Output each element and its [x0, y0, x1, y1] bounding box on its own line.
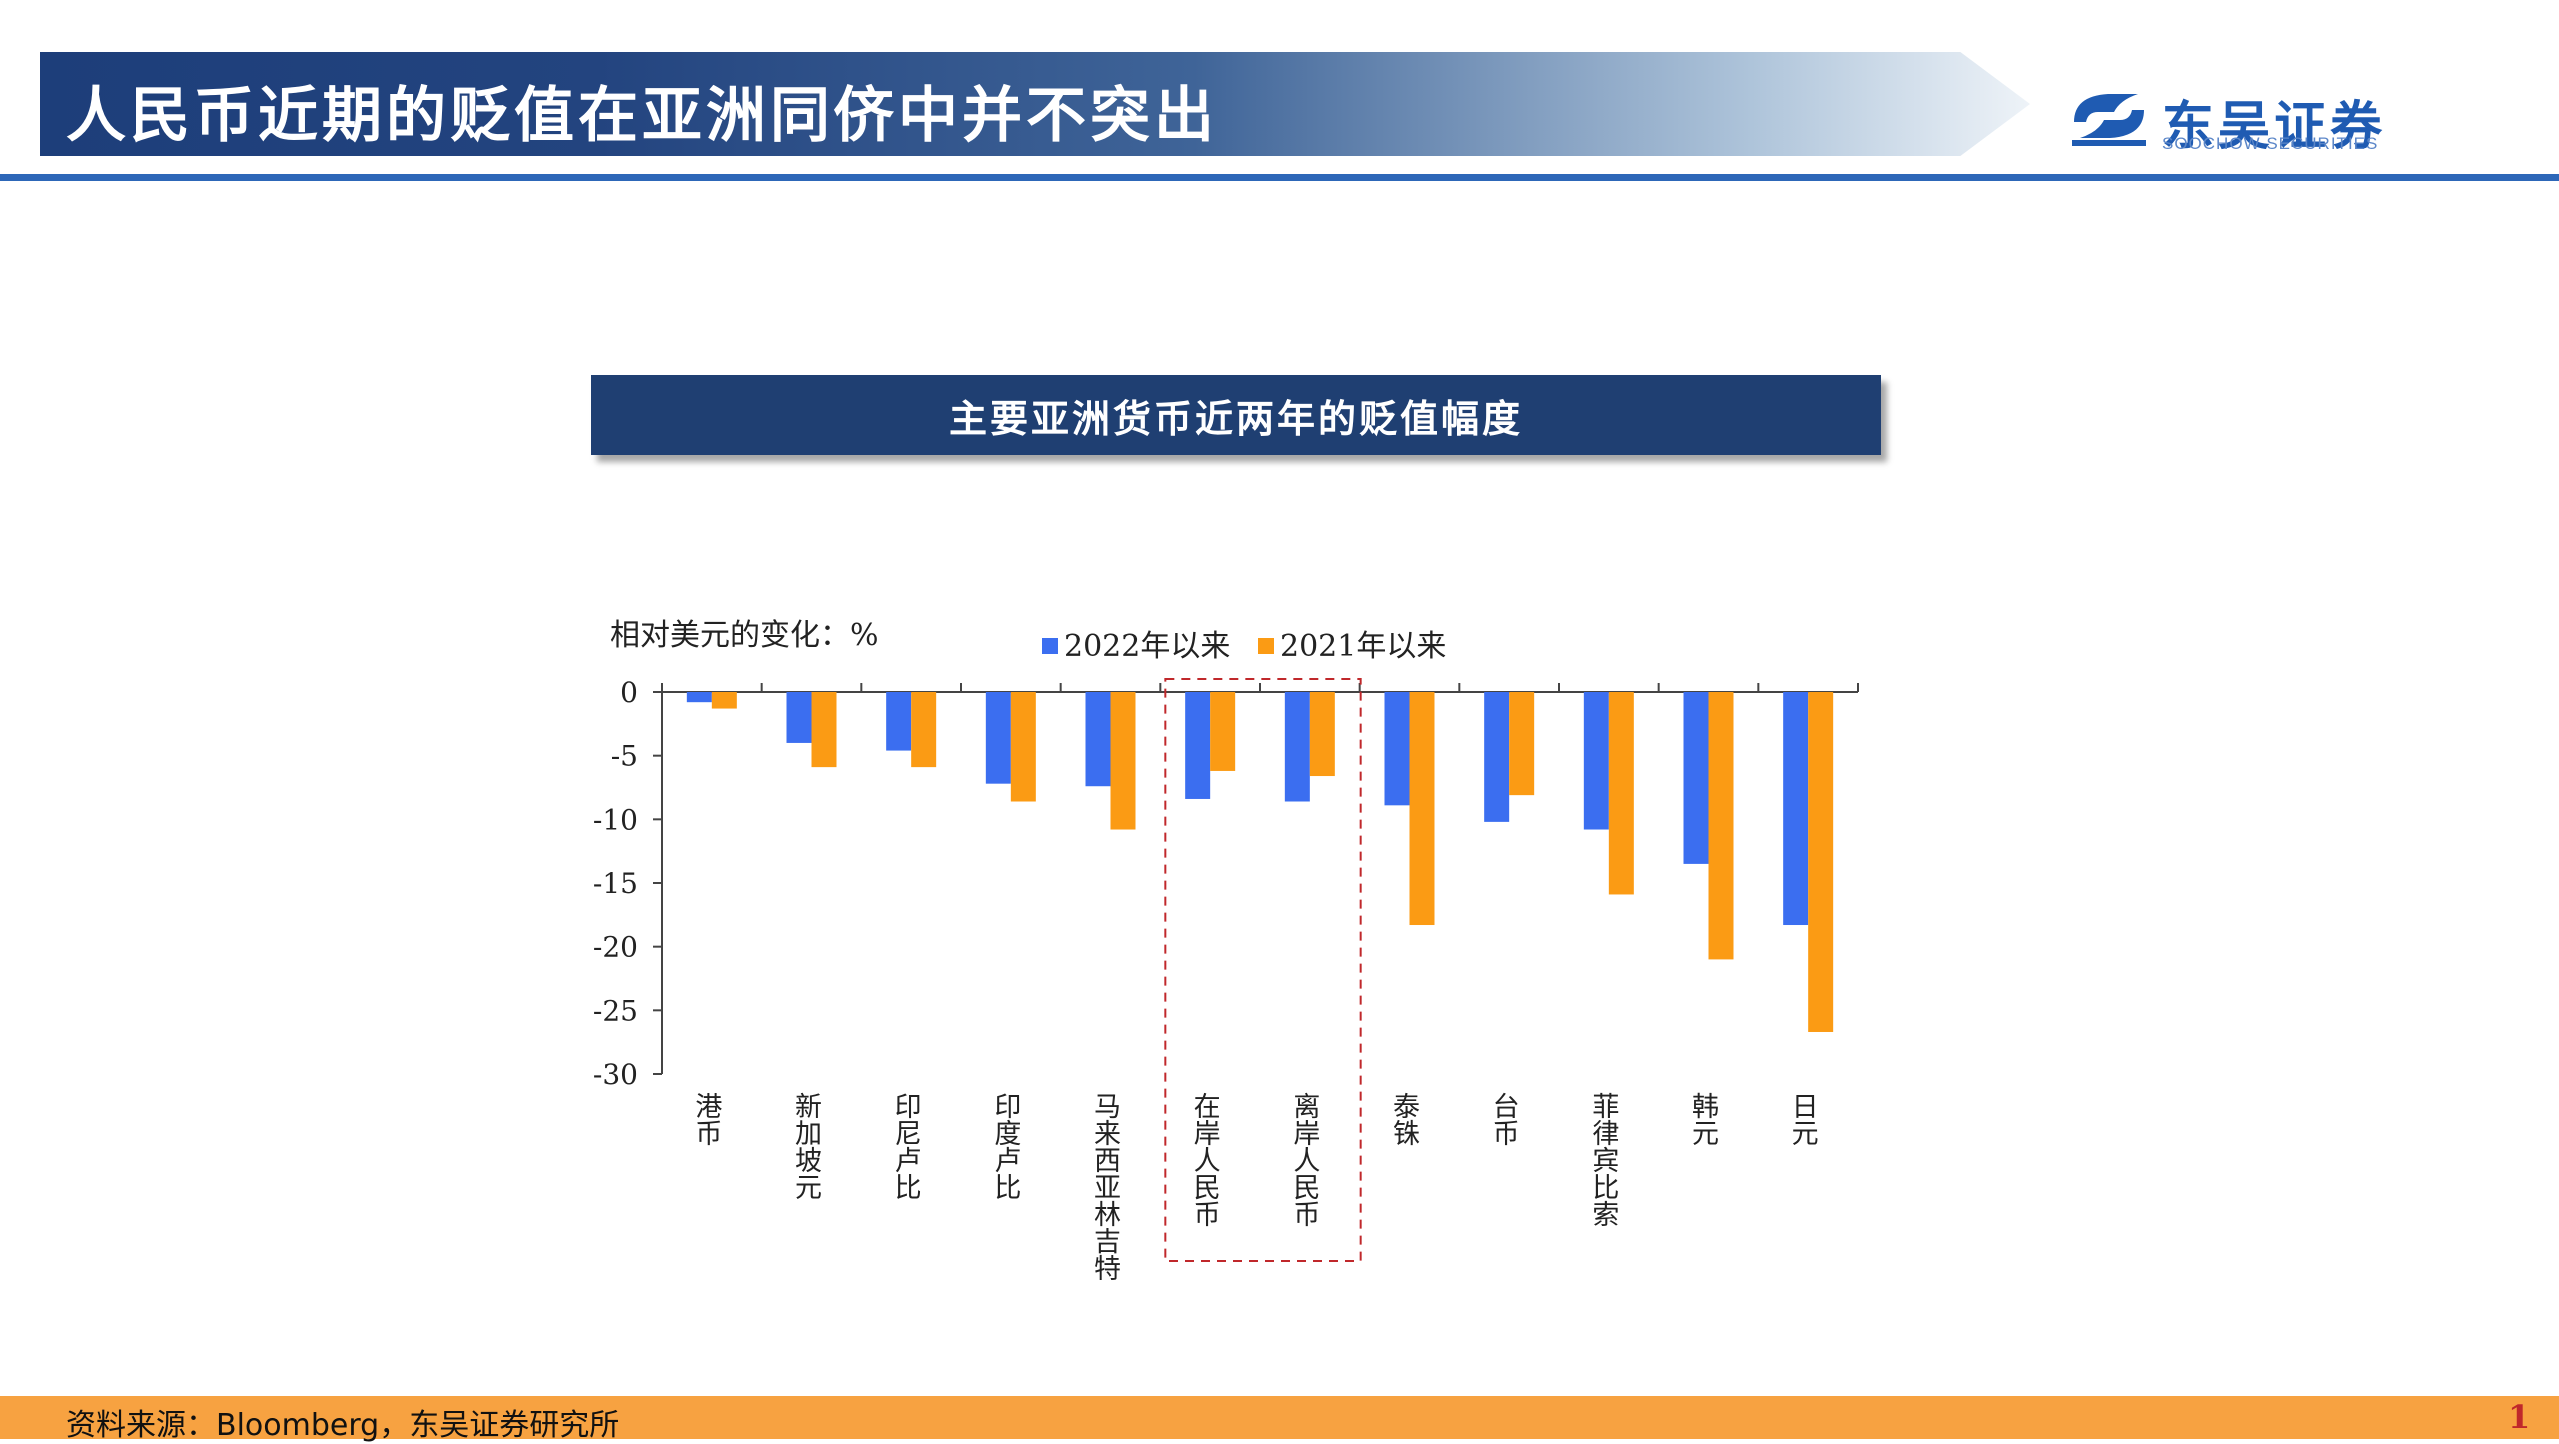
- y-tick-label: 0: [620, 676, 638, 709]
- bar-2022: [886, 692, 912, 751]
- logo-name-en: SOOCHOW SECURITIES: [2162, 134, 2379, 153]
- legend-label-2: 2021年以来: [1280, 629, 1446, 664]
- x-tick-label: 日元: [1787, 1092, 1818, 1146]
- y-axis-label: 相对美元的变化：%: [610, 618, 879, 653]
- bar-2022: [1484, 692, 1510, 822]
- bar-2021: [1409, 692, 1435, 926]
- chart-header: 主要亚洲货币近两年的贬值幅度: [591, 375, 1881, 455]
- y-tick-label: -20: [593, 931, 638, 964]
- bar-2022: [985, 692, 1011, 784]
- legend-label-1: 2022年以来: [1064, 629, 1230, 664]
- bar-2022: [686, 692, 712, 703]
- bar-2021: [1110, 692, 1136, 830]
- title-banner: [40, 52, 2030, 156]
- bar-2022: [1783, 692, 1809, 926]
- bar-2022: [1683, 692, 1709, 864]
- page-number: 1: [2508, 1398, 2531, 1436]
- y-tick-label: -10: [593, 803, 638, 836]
- bar-2022: [1583, 692, 1609, 830]
- x-tick-label: 菲律宾比索: [1587, 1092, 1619, 1227]
- bar-2021: [1210, 692, 1236, 771]
- footer-bar: [0, 1396, 2559, 1439]
- bar-2021: [811, 692, 837, 768]
- legend-swatch-1: [1042, 638, 1058, 654]
- bar-2021: [1010, 692, 1036, 802]
- bar-2021: [911, 692, 937, 768]
- x-tick-label: 印度卢比: [989, 1092, 1021, 1200]
- y-tick-label: -15: [593, 867, 638, 900]
- chart-header-text: 主要亚洲货币近两年的贬值幅度: [948, 395, 1523, 441]
- logo-name-cn: 东吴证券: [2162, 97, 2387, 157]
- x-tick-label: 离岸人民币: [1288, 1092, 1320, 1227]
- bar-2021: [1608, 692, 1634, 895]
- bar-2021: [1309, 692, 1335, 777]
- company-logo: 东吴证券 SOOCHOW SECURITIES: [2068, 82, 2438, 157]
- x-tick-label: 台币: [1488, 1092, 1519, 1146]
- bar-2021: [1708, 692, 1734, 960]
- header-rule: [0, 174, 2559, 181]
- bar-2022: [1284, 692, 1310, 802]
- y-tick-label: -5: [611, 740, 638, 773]
- x-tick-label: 马来西亚林吉特: [1089, 1092, 1121, 1281]
- bar-2021: [1808, 692, 1834, 1032]
- bar-2022: [1185, 692, 1211, 799]
- bar-2021: [711, 692, 737, 709]
- y-tick-label: -30: [593, 1058, 638, 1091]
- x-tick-label: 印尼卢比: [890, 1092, 921, 1200]
- x-tick-label: 港币: [690, 1092, 722, 1146]
- bar-2021: [1509, 692, 1535, 796]
- bar-2022: [786, 692, 812, 743]
- bar-2022: [1384, 692, 1410, 806]
- soochow-logo-icon: [2072, 94, 2146, 146]
- x-tick-label: 韩元: [1687, 1092, 1718, 1146]
- x-tick-label: 新加坡元: [790, 1092, 822, 1200]
- highlight-box: [1164, 678, 1362, 1262]
- x-tick-label: 泰铢: [1388, 1092, 1420, 1146]
- source-note: 资料来源：Bloomberg，东吴证券研究所: [66, 1408, 620, 1443]
- slide-title: 人民币近期的贬值在亚洲同侪中并不突出: [66, 81, 1218, 151]
- x-tick-label: 在岸人民币: [1189, 1092, 1221, 1227]
- bar-2022: [1085, 692, 1111, 787]
- y-tick-label: -25: [593, 994, 638, 1027]
- legend-swatch-2: [1258, 638, 1274, 654]
